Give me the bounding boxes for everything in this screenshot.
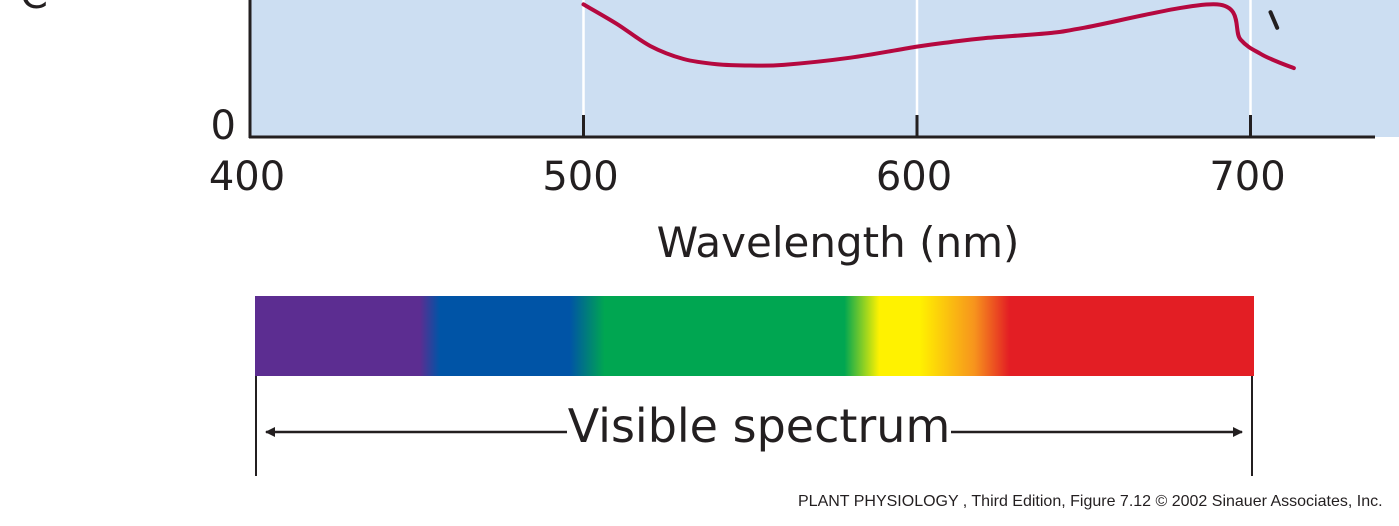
x-tick-label-600: 600 — [876, 154, 952, 200]
x-tick-label-400: 400 — [209, 154, 285, 200]
x-axis-title: Wavelength (nm) — [657, 218, 1020, 267]
visible-spectrum-bar — [255, 296, 1254, 376]
gridlines — [582, 0, 1252, 137]
x-tick-label-500: 500 — [542, 154, 618, 200]
y-tick-label-0: 0 — [211, 103, 236, 149]
y-tick-labels: 0 — [211, 103, 236, 149]
y-axis-label-partial: C — [20, 0, 48, 18]
x-tick-labels: 400 500 600 700 — [209, 154, 1286, 200]
series-layer — [581, 2, 1296, 71]
plot-background — [250, 0, 1399, 137]
figure-credit: PLANT PHYSIOLOGY , Third Edition, Figure… — [798, 493, 1383, 510]
series-line-0 — [581, 2, 1296, 71]
visible-spectrum-label: Visible spectrum — [568, 399, 951, 453]
x-tick-label-700: 700 — [1209, 154, 1285, 200]
series-line-1 — [1268, 10, 1280, 30]
x-ticks — [582, 115, 1252, 137]
